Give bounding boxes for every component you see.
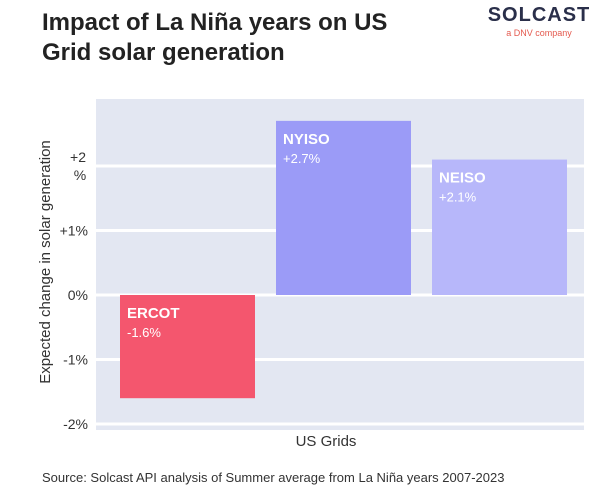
y-tick-label: +2 xyxy=(70,149,86,165)
bar-label-ercot: ERCOT xyxy=(127,305,180,322)
bar-neiso xyxy=(432,159,567,295)
logo-tagline: a DNV company xyxy=(506,28,572,38)
y-axis-title: Expected change in solar generation xyxy=(37,140,54,384)
x-axis-title: US Grids xyxy=(296,433,357,450)
bar-ercot xyxy=(120,295,255,399)
data-label-ercot: -1.6% xyxy=(127,325,161,340)
y-tick-label: -1% xyxy=(63,352,88,368)
bar-nyiso xyxy=(276,120,411,295)
logo-wordmark: SOLCAST xyxy=(487,4,591,26)
solcast-logo: SOLCAST a DNV company xyxy=(484,4,594,38)
source-note: Source: Solcast API analysis of Summer a… xyxy=(42,470,505,485)
chart-title: Impact of La Niña years on US Grid solar… xyxy=(42,9,388,66)
y-tick-label: % xyxy=(74,167,86,183)
data-label-nyiso: +2.7% xyxy=(283,151,321,166)
y-tick-label: 0% xyxy=(68,287,88,303)
y-tick-label: -2% xyxy=(63,416,88,432)
data-label-neiso: +2.1% xyxy=(439,190,477,205)
y-tick-label: +1% xyxy=(60,223,88,239)
bar-label-neiso: NEISO xyxy=(439,170,486,187)
bar-label-nyiso: NYISO xyxy=(283,131,330,148)
